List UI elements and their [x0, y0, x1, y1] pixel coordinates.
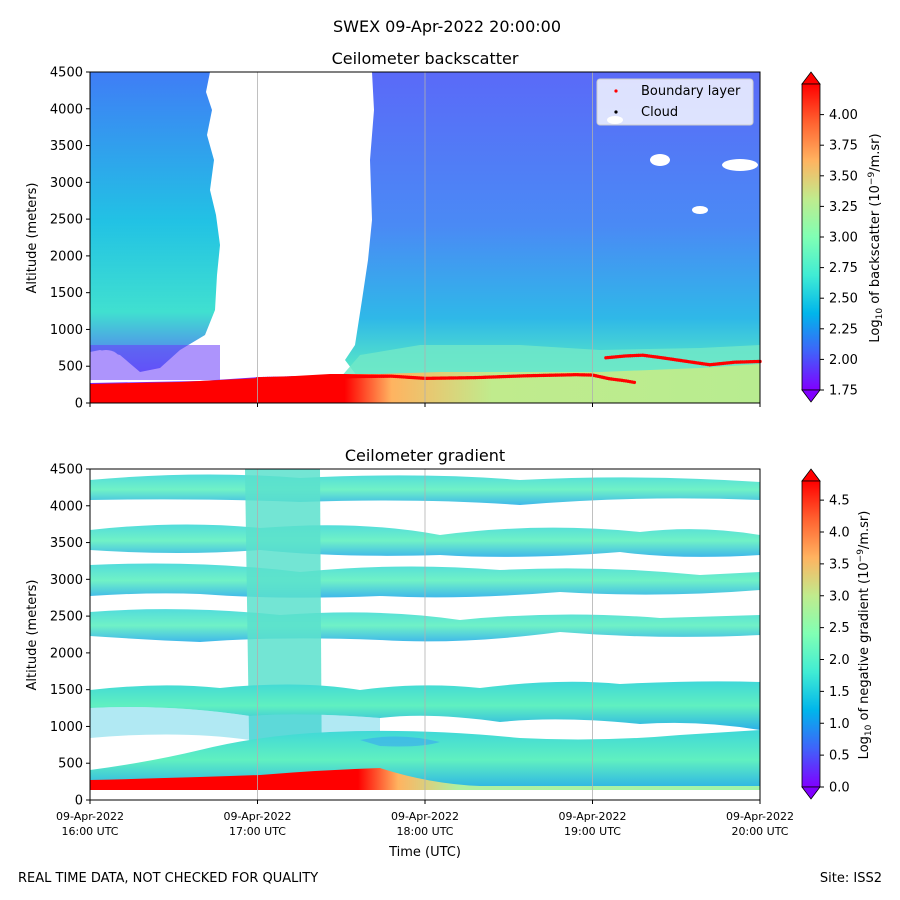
- ytick-label: 1000: [50, 720, 83, 735]
- gradient-title: Ceilometer gradient: [345, 446, 505, 465]
- colorbar-tick-label: 3.25: [829, 200, 858, 215]
- gradient-colorbar-label: Log10 of negative gradient (10−9/m.sr): [856, 511, 874, 760]
- colorbar-tick-label: 1.75: [829, 384, 858, 399]
- colorbar-tick-label: 4.00: [829, 108, 858, 123]
- figure-suptitle: SWEX 09-Apr-2022 20:00:00: [333, 17, 561, 36]
- ytick-label: 4000: [50, 102, 83, 117]
- xtick-date-label: 09-Apr-2022: [56, 810, 124, 823]
- ytick-label: 0: [75, 794, 83, 809]
- ytick-label: 3500: [50, 139, 83, 154]
- colorbar-tick-label: 1.5: [829, 685, 850, 700]
- ytick-label: 2500: [50, 213, 83, 228]
- colorbar-tick-label: 2.00: [829, 353, 858, 368]
- colorbar-tick-label: 3.5: [829, 557, 850, 572]
- gradient-xaxis: 09-Apr-2022 16:00 UTC 09-Apr-2022 17:00 UTC…: [56, 800, 794, 838]
- xtick-date-label: 09-Apr-2022: [223, 810, 291, 823]
- colorbar-tick-label: 0.0: [829, 781, 850, 796]
- legend-boundary-layer-marker: [614, 89, 618, 93]
- colorbar-tick-label: 1.0: [829, 717, 850, 732]
- backscatter-left-region: [90, 72, 220, 372]
- gradient-gridlines: [257, 469, 593, 800]
- backscatter-xaxis: [89, 403, 761, 407]
- colorbar-tick-label: 2.25: [829, 322, 858, 337]
- gradient-ylabel: Altitude (meters): [25, 580, 40, 691]
- colorbar-tick-label: 2.0: [829, 653, 850, 668]
- backscatter-panel: Ceilometer backscatter Altitude (meters): [25, 49, 885, 412]
- ytick-label: 0: [75, 397, 83, 412]
- backscatter-ylabel: Altitude (meters): [25, 183, 40, 294]
- colorbar-tick-label: 0.5: [829, 749, 850, 764]
- legend-boundary-layer-label: Boundary layer: [641, 84, 741, 99]
- xtick-time-label: 20:00 UTC: [731, 825, 788, 838]
- colorbar-tick-label: 3.75: [829, 139, 858, 154]
- boundary-layer-series: [255, 353, 762, 385]
- ytick-label: 4500: [50, 66, 83, 81]
- boundary-layer-point: [632, 380, 637, 385]
- ytick-label: 4000: [50, 499, 83, 514]
- colorbar-tick-label: 2.75: [829, 261, 858, 276]
- ytick-label: 1500: [50, 683, 83, 698]
- ytick-label: 3000: [50, 573, 83, 588]
- ytick-label: 3000: [50, 176, 83, 191]
- legend-cloud-marker: [614, 110, 618, 114]
- xtick-date-label: 09-Apr-2022: [391, 810, 459, 823]
- backscatter-colorbar-label: Log10 of backscatter (10−9/m.sr): [867, 133, 885, 342]
- backscatter-title: Ceilometer backscatter: [332, 49, 519, 68]
- xtick-time-label: 16:00 UTC: [61, 825, 118, 838]
- gradient-panel: Ceilometer gradient Altitude (meters) Ti…: [25, 446, 874, 860]
- xtick-time-label: 17:00 UTC: [229, 825, 286, 838]
- ytick-label: 1000: [50, 323, 83, 338]
- ytick-label: 1500: [50, 286, 83, 301]
- xtick-time-label: 18:00 UTC: [396, 825, 453, 838]
- colorbar-tick-label: 3.00: [829, 231, 858, 246]
- footer-right: Site: ISS2: [820, 871, 882, 886]
- backscatter-gridlines: [257, 72, 593, 403]
- colorbar-tick-label: 3.0: [829, 589, 850, 604]
- xtick-time-label: 19:00 UTC: [564, 825, 621, 838]
- backscatter-main-region: [345, 72, 760, 380]
- backscatter-legend: Boundary layer Cloud: [596, 78, 754, 126]
- colorbar-tick-label: 3.50: [829, 169, 858, 184]
- backscatter-colorbar: 4.00 3.75 3.50 3.25 3.00 2.75 2.50 2.25 2.00 1.75…: [801, 71, 885, 403]
- ytick-label: 500: [58, 757, 83, 772]
- backscatter-yaxis: 0 500 1000 1500 2000 2500 3000 3500 4000 4500: [50, 66, 90, 412]
- gradient-yaxis: 0 500 1000 1500 2000 2500 3000 3500 4000 4500: [50, 463, 90, 809]
- footer-left: REAL TIME DATA, NOT CHECKED FOR QUALITY: [18, 871, 318, 886]
- ytick-label: 3500: [50, 536, 83, 551]
- colorbar-tick-label: 4.5: [829, 494, 850, 509]
- xtick-date-label: 09-Apr-2022: [558, 810, 626, 823]
- ytick-label: 2500: [50, 610, 83, 625]
- colorbar-tick-label: 2.5: [829, 621, 850, 636]
- colorbar-tick-label: 4.0: [829, 526, 850, 541]
- legend-cloud-label: Cloud: [641, 105, 678, 120]
- xtick-date-label: 09-Apr-2022: [726, 810, 794, 823]
- ytick-label: 2000: [50, 249, 83, 264]
- gradient-xlabel: Time (UTC): [388, 845, 461, 860]
- gradient-colorbar: 4.5 4.0 3.5 3.0 2.5 2.0 1.5 1.0 0.5 0.0 Log10 of …: [801, 468, 874, 800]
- ytick-label: 2000: [50, 646, 83, 661]
- ytick-label: 500: [58, 360, 83, 375]
- colorbar-tick-label: 2.50: [829, 292, 858, 307]
- ytick-label: 4500: [50, 463, 83, 478]
